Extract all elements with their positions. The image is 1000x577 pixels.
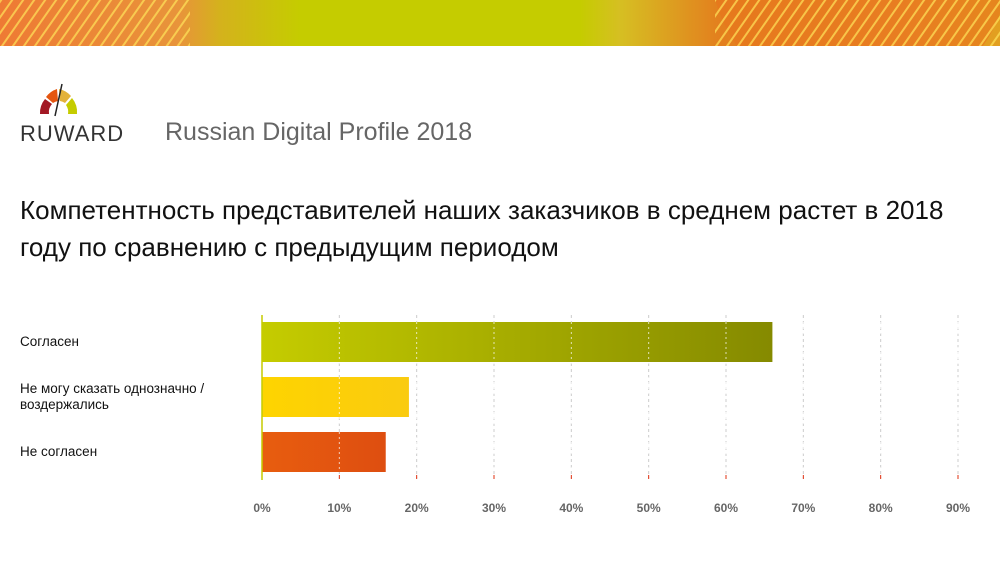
x-tick-label: 30% bbox=[482, 501, 506, 515]
x-tick-label: 10% bbox=[327, 501, 351, 515]
bar-0 bbox=[262, 322, 773, 362]
report-subtitle: Russian Digital Profile 2018 bbox=[165, 118, 473, 146]
ruward-logo-text: RUWARD bbox=[20, 121, 125, 146]
chart-title: Компетентность представителей наших зака… bbox=[20, 195, 944, 262]
x-tick-label: 60% bbox=[714, 501, 738, 515]
x-tick-label: 40% bbox=[559, 501, 583, 515]
x-tick-label: 50% bbox=[637, 501, 661, 515]
ruward-logo-gauge bbox=[39, 83, 78, 117]
x-tick-label: 20% bbox=[405, 501, 429, 515]
category-label-disagree: Не согласен bbox=[20, 444, 98, 459]
category-label-neutral: Не могу сказать однозначно / воздержалис… bbox=[20, 381, 205, 412]
bar-2 bbox=[262, 432, 386, 472]
x-tick-label: 90% bbox=[946, 501, 970, 515]
x-tick-label: 70% bbox=[791, 501, 815, 515]
banner-pattern bbox=[0, 0, 1000, 46]
header-banner bbox=[0, 0, 1000, 46]
x-tick-label: 0% bbox=[253, 501, 271, 515]
bar-1 bbox=[262, 377, 409, 417]
x-tick-label: 80% bbox=[869, 501, 893, 515]
category-label-agree: Согласен bbox=[20, 334, 79, 349]
